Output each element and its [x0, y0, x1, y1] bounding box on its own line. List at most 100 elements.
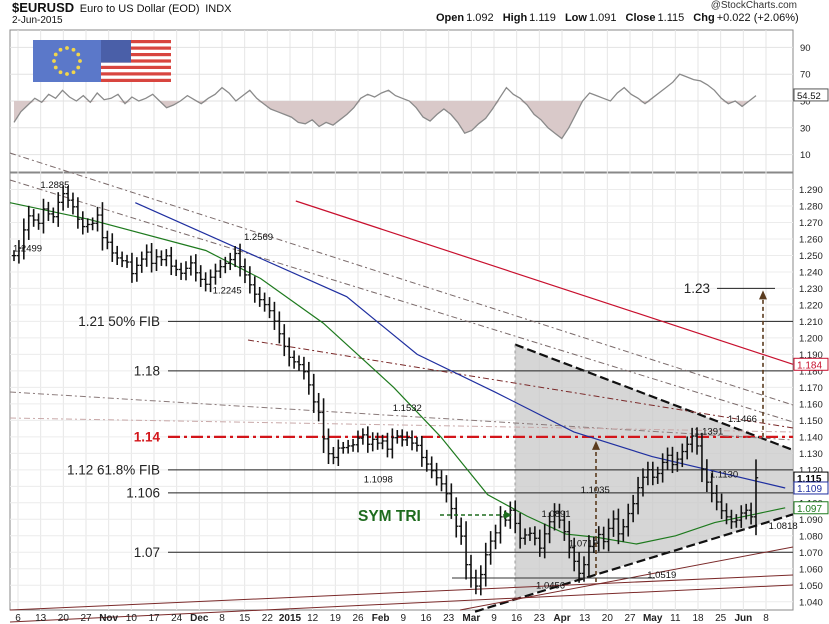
- x-tick-label: Dec: [190, 613, 209, 624]
- x-tick-label: 22: [262, 613, 274, 624]
- close-label: Close: [625, 12, 656, 24]
- price-annotation: 1.1532: [393, 403, 422, 414]
- target-label: 1.23: [684, 281, 710, 296]
- axis-tag-label: 1.184: [797, 360, 822, 371]
- ohlc-stats: Open 1.092 High 1.119 Low 1.091 Close 1.115 …: [430, 12, 799, 24]
- close-value: 1.115: [657, 12, 685, 24]
- x-tick-label: 9: [401, 613, 407, 624]
- chg-value: +0.022 (+2.06%): [716, 12, 799, 24]
- trendline: [247, 339, 794, 429]
- ind-tick-label: 70: [800, 70, 811, 81]
- trendline: [9, 584, 794, 623]
- eu-us-flags-icon: [33, 40, 171, 82]
- ind-tick-label: 50: [800, 97, 811, 108]
- moving-average-line: [9, 202, 786, 545]
- price-tick-label: 1.190: [799, 350, 823, 361]
- price-tick-label: 1.130: [799, 449, 823, 460]
- eu-star: [65, 72, 69, 76]
- x-tick-label: 8: [763, 613, 769, 624]
- price-annotation: 1.0519: [647, 570, 676, 581]
- price-annotation: 1.2569: [244, 232, 273, 243]
- price-tick-label: 1.120: [799, 465, 823, 476]
- axis-tag: [793, 501, 829, 515]
- trendline: [9, 179, 794, 423]
- low-label: Low: [564, 12, 587, 24]
- x-tick-label: 6: [15, 613, 21, 624]
- price-annotation: 1.1130: [710, 469, 738, 480]
- price-tick-label: 1.250: [799, 251, 823, 262]
- instrument-name: Euro to US Dollar (EOD): [79, 3, 200, 15]
- moving-average-line: [135, 202, 786, 489]
- triangle-upper-edge: [514, 343, 794, 452]
- price-tick-label: 1.200: [799, 333, 823, 344]
- low-value: 1.091: [588, 12, 617, 24]
- x-tick-label: 20: [58, 613, 70, 624]
- price-tick-label: 1.050: [799, 581, 823, 592]
- measure-arrow-1-head: [592, 440, 600, 450]
- level-label: 1.12 61.8% FIB: [67, 462, 160, 477]
- eu-star: [58, 47, 63, 52]
- open-label: Open: [436, 12, 465, 24]
- x-tick-label: May: [643, 613, 663, 624]
- price-tick-label: 1.220: [799, 300, 823, 311]
- price-tick-label: 1.230: [799, 284, 823, 295]
- exchange-label: INDX: [205, 3, 232, 15]
- eu-star: [53, 65, 58, 70]
- level-label: 1.21 50% FIB: [78, 314, 160, 329]
- level-label: 1.07: [134, 545, 160, 560]
- axis-tag: [793, 481, 829, 495]
- x-tick-label: 25: [715, 613, 727, 624]
- price-tick-label: 1.080: [799, 531, 823, 542]
- x-tick-label: 23: [443, 613, 455, 624]
- ind-shade: [14, 101, 756, 139]
- x-tick-label: 8: [219, 613, 225, 624]
- price-annotation: 1.1466: [728, 414, 757, 425]
- price-annotation: 1.1098: [364, 475, 393, 486]
- ind-tick-label: 10: [800, 150, 811, 161]
- trendline: [9, 417, 794, 433]
- price-tick-label: 1.060: [799, 564, 823, 575]
- x-tick-label: 15: [239, 613, 251, 624]
- price-tick-label: 1.170: [799, 383, 823, 394]
- price-annotation: 1.2499: [13, 244, 42, 255]
- x-tick-label: 27: [80, 613, 92, 624]
- axis-tag-label: 1.115: [797, 474, 822, 485]
- eu-star: [65, 46, 69, 50]
- x-tick-label: 27: [624, 613, 636, 624]
- x-tick-label: 24: [171, 613, 183, 624]
- price-tick-label: 1.260: [799, 234, 823, 245]
- x-tick-label: 16: [420, 613, 432, 624]
- ind-last-value: 54.52: [797, 91, 821, 102]
- price-tick-label: 1.090: [799, 515, 823, 526]
- ind-line: [13, 73, 757, 140]
- moving-average-line: [295, 200, 794, 365]
- trendline: [9, 391, 794, 441]
- axis-tag: [793, 357, 829, 371]
- price-tick-label: 1.270: [799, 218, 823, 229]
- axis-tag-label: 1.097: [797, 504, 822, 515]
- eu-star: [52, 59, 56, 63]
- price-tick-label: 1.180: [799, 366, 823, 377]
- x-tick-label: Nov: [99, 613, 118, 624]
- price-tick-label: 1.150: [799, 416, 823, 427]
- pattern-arrow-head: [504, 511, 512, 519]
- x-tick-label: 17: [148, 613, 160, 624]
- price-tick-label: 1.070: [799, 548, 823, 559]
- x-tick-label: 9: [491, 613, 497, 624]
- axis-tag-label: 1.109: [797, 484, 822, 495]
- price-annotation: 1.1391: [694, 426, 723, 437]
- level-label: 1.14: [134, 429, 161, 444]
- price-tick-label: 1.140: [799, 432, 823, 443]
- x-tick-label: 11: [670, 613, 681, 624]
- symbol: $EURUSD: [12, 0, 75, 15]
- x-tick-label: 2015: [279, 613, 302, 624]
- pattern-label: SYM TRI: [358, 508, 421, 525]
- price-annotation: 1.2885: [40, 180, 69, 191]
- price-annotation: 1.0712: [569, 538, 598, 549]
- chart-header: $EURUSD Euro to US Dollar (EOD) INDX 2-J…: [0, 0, 829, 28]
- trendline: [9, 152, 794, 406]
- trendline: [9, 574, 794, 611]
- price-tick-label: 1.240: [799, 267, 823, 278]
- x-tick-label: 18: [692, 613, 704, 624]
